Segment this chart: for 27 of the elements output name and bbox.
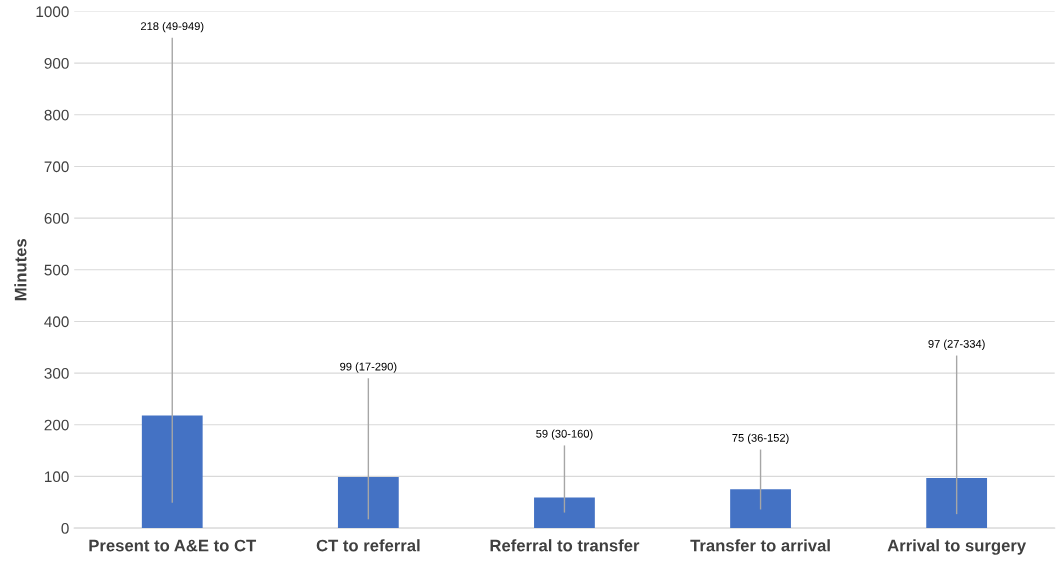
x-tick-label: Referral to transfer (490, 539, 640, 552)
annotation: 218 (49-949) (141, 21, 204, 33)
y-tick-label: 700 (44, 161, 69, 173)
x-tick-label: CT to referral (316, 539, 420, 552)
x-tick-label: Present to A&E to CT (89, 539, 257, 552)
y-tick-label: 300 (44, 367, 69, 379)
bar (534, 497, 595, 529)
bar (337, 476, 399, 529)
bar (141, 415, 203, 529)
y-tick-label: 1000 (36, 6, 69, 18)
annotation: 75 (36-152) (732, 433, 789, 444)
y-tick-label: 0 (61, 522, 69, 534)
y-tick-label: 600 (44, 212, 69, 224)
y-tick-label: 100 (45, 471, 69, 483)
annotation: 97 (27-334) (928, 339, 985, 350)
y-tick-label: 800 (44, 109, 69, 121)
x-tick-label: Transfer to arrival (690, 539, 830, 552)
annotation: 59 (30-160) (536, 429, 593, 440)
y-axis-title: Minutes (14, 238, 27, 301)
bar (730, 489, 791, 529)
y-tick-label: 400 (44, 316, 69, 328)
y-tick-label: 200 (44, 419, 69, 431)
x-tick-label: Arrival to surgery (887, 539, 1027, 555)
y-tick-label: 900 (44, 58, 69, 69)
annotation: 99 (17-290) (340, 362, 397, 373)
y-tick-label: 500 (44, 264, 69, 276)
bar (926, 477, 988, 529)
